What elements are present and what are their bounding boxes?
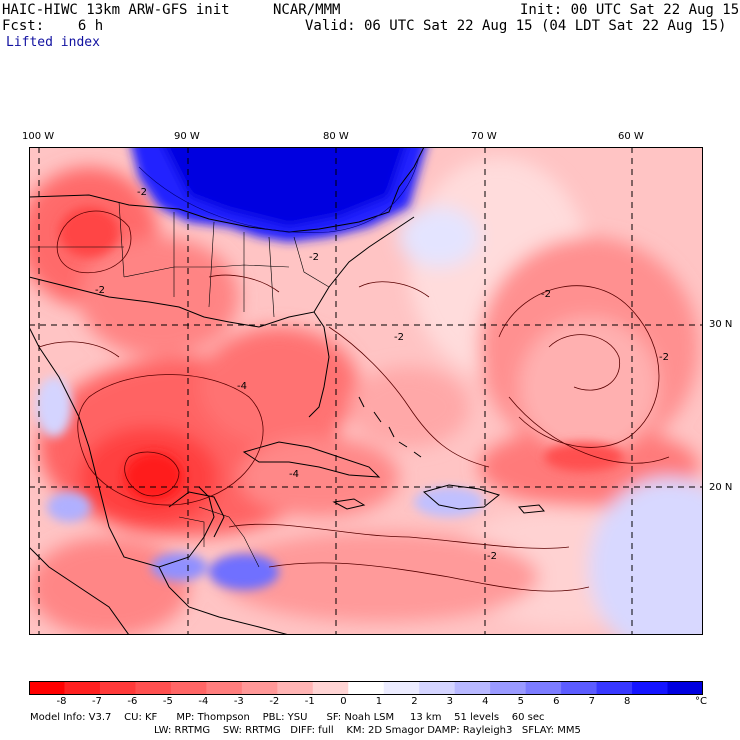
stable-air-region	[131, 147, 427, 242]
colorbar-label: -5	[162, 696, 173, 707]
model-title: HAIC-HIWC 13km ARW-GFS init	[2, 2, 230, 18]
contour-label: -2	[394, 332, 404, 343]
colorbar-label: 7	[588, 696, 595, 707]
colorbar-swatch	[206, 681, 243, 695]
contour-label: -2	[659, 352, 669, 363]
colorbar-label: -3	[233, 696, 244, 707]
colorbar-swatch	[561, 681, 598, 695]
lon-label-60w: 60 W	[618, 131, 644, 142]
colorbar-swatch	[454, 681, 491, 695]
colorbar-swatch	[170, 681, 207, 695]
colorbar-swatch	[383, 681, 420, 695]
colorbar-swatch	[277, 681, 314, 695]
forecast-hour: Fcst: 6 h	[2, 18, 104, 34]
colorbar-swatch	[632, 681, 669, 695]
colorbar-swatch	[99, 681, 136, 695]
lon-label-90w: 90 W	[174, 131, 200, 142]
colorbar-label: 1	[375, 696, 383, 707]
contour-label: -2	[137, 187, 147, 198]
lifted-index-map: -2 -2 -2 -2 -2 -2 -4 -4 -2	[29, 147, 703, 635]
colorbar-label: 3	[446, 696, 454, 707]
init-time: Init: 00 UTC Sat 22 Aug 15	[520, 2, 740, 18]
lat-label-30n: 30 N	[709, 319, 733, 330]
coastlines	[29, 147, 545, 635]
lon-label-100w: 100 W	[22, 131, 55, 142]
contour-label: -4	[237, 381, 247, 392]
lon-label-80w: 80 W	[323, 131, 349, 142]
colorbar-swatch	[667, 681, 703, 695]
colorbar-swatch	[29, 681, 65, 695]
contour-label: -2	[487, 551, 497, 562]
contour-label: -2	[541, 289, 551, 300]
colorbar-swatch	[135, 681, 172, 695]
organization: NCAR/MMM	[273, 2, 341, 18]
colorbar-label: 4	[482, 696, 489, 707]
colorbar-frame	[29, 681, 703, 695]
colorbar-label: -2	[269, 696, 280, 707]
contour-label: -2	[309, 252, 319, 263]
colorbar-label: 6	[553, 696, 560, 707]
colorbar-label: 2	[411, 696, 418, 707]
colorbar-label: -7	[91, 696, 102, 707]
colorbar-label: 5	[517, 696, 524, 707]
colorbar-label: -4	[198, 696, 209, 707]
stable-contours	[138, 156, 420, 233]
colorbar-swatch	[596, 681, 633, 695]
colorbar-label: -1	[304, 696, 315, 707]
lon-label-70w: 70 W	[471, 131, 497, 142]
colorbar-unit: °C	[695, 696, 707, 707]
field-name: Lifted index	[6, 35, 100, 50]
colorbar-swatch	[419, 681, 456, 695]
contour-label: -4	[289, 469, 299, 480]
contour-label: -2	[95, 285, 105, 296]
model-info-line-2: LW: RRTMG SW: RRTMG DIFF: full KM: 2D Sm…	[154, 725, 581, 736]
lifted-index-contours	[38, 210, 670, 592]
map-frame	[29, 147, 703, 635]
colorbar-label: 0	[340, 696, 347, 707]
model-info-line-1: Model Info: V3.7 CU: KF MP: Thompson PBL…	[30, 712, 545, 723]
colorbar-swatch	[312, 681, 349, 695]
colorbar	[29, 681, 703, 695]
field-hotspots	[36, 207, 624, 590]
colorbar-swatch	[348, 681, 385, 695]
lat-lon-grid	[29, 147, 703, 635]
colorbar-swatch	[525, 681, 562, 695]
lat-label-20n: 20 N	[709, 482, 733, 493]
valid-time: Valid: 06 UTC Sat 22 Aug 15 (04 LDT Sat …	[305, 18, 727, 34]
colorbar-label: -8	[56, 696, 67, 707]
contour-label-group: -2 -2 -2 -2 -2 -2 -4 -4 -2	[95, 187, 669, 562]
colorbar-swatch	[241, 681, 278, 695]
colorbar-label: -6	[127, 696, 138, 707]
colorbar-swatch	[64, 681, 101, 695]
political-borders	[29, 197, 330, 568]
colorbar-label: 8	[624, 696, 631, 707]
colorbar-swatch	[490, 681, 527, 695]
